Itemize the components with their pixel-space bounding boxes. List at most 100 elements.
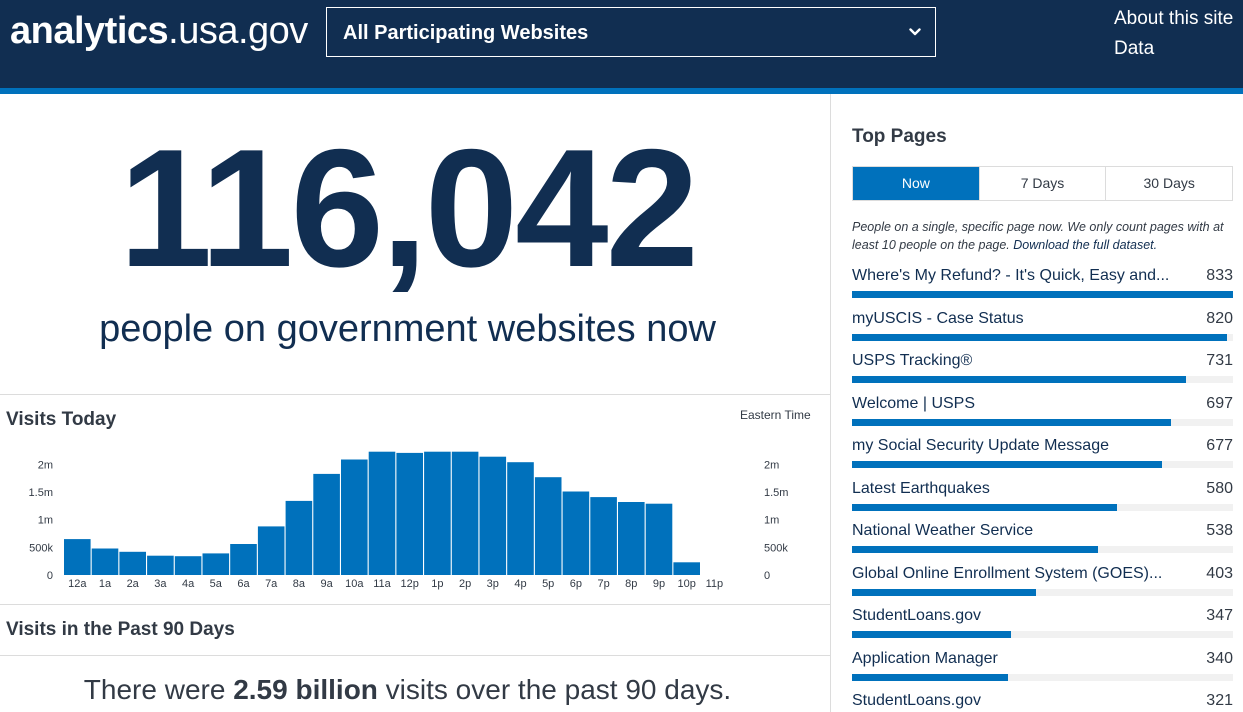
y-tick-label-right: 500k [764, 542, 788, 554]
y-tick-label-left: 1m [38, 515, 53, 527]
past-90-prefix: There were [83, 674, 234, 705]
site-logo[interactable]: analytics.usa.gov [10, 8, 308, 54]
top-page-row: myUSCIS - Case Status 820 [852, 308, 1233, 348]
top-page-bar-fill [852, 673, 1008, 681]
chart-bar [396, 452, 423, 575]
top-page-link[interactable]: Where's My Refund? - It's Quick, Easy an… [852, 267, 1170, 284]
top-page-bar-track [852, 376, 1233, 383]
realtime-caption: people on government websites now [99, 308, 716, 350]
section-divider [0, 655, 830, 656]
top-page-link[interactable]: StudentLoans.gov [852, 692, 981, 709]
chart-bar [119, 551, 146, 575]
top-pages-title: Top Pages [852, 126, 947, 147]
chevron-down-icon [909, 28, 921, 36]
top-pages-description: People on a single, specific page now. W… [852, 218, 1237, 254]
top-page-row: National Weather Service 538 [852, 520, 1233, 560]
top-page-bar-track [852, 461, 1233, 468]
x-tick-label: 10a [345, 578, 364, 590]
top-page-link[interactable]: StudentLoans.gov [852, 607, 981, 624]
top-page-bar-fill [852, 631, 1011, 638]
top-page-link[interactable]: USPS Tracking® [852, 352, 973, 369]
top-page-bar-fill [852, 546, 1098, 553]
chart-bar [91, 548, 119, 575]
timezone-label: Eastern Time [740, 408, 811, 422]
top-page-link[interactable]: myUSCIS - Case Status [852, 309, 1024, 327]
top-page-link[interactable]: Welcome | USPS [852, 394, 976, 412]
chart-bar [673, 562, 700, 575]
top-page-bar-track [852, 333, 1233, 341]
top-page-bar-fill [852, 418, 1171, 426]
y-tick-label-right: 1m [764, 515, 779, 527]
chart-bar [562, 491, 590, 575]
agency-select-dropdown[interactable]: All Participating Websites [326, 7, 936, 57]
chart-bar [147, 555, 174, 575]
chart-bar [257, 526, 285, 575]
past-90-suffix: visits over the past 90 days. [377, 674, 732, 705]
y-tick-label-right: 0 [764, 570, 770, 582]
top-page-bar-track [852, 673, 1233, 681]
chart-bar [202, 553, 230, 575]
top-page-row: Welcome | USPS 697 [852, 393, 1233, 433]
top-page-count: 321 [1206, 692, 1233, 709]
top-page-bar-fill [852, 291, 1233, 298]
chart-bar [64, 539, 91, 575]
top-page-link[interactable]: Application Manager [852, 649, 998, 667]
past-90-value: 2.59 billion [233, 674, 378, 705]
chart-bar [313, 473, 340, 575]
y-tick-label-left: 0 [47, 570, 53, 582]
top-page-row: USPS Tracking® 731 [852, 350, 1233, 390]
tab-30-days[interactable]: 30 Days [1143, 175, 1195, 191]
x-tick-label: 10p [678, 578, 696, 590]
download-dataset-link[interactable]: Download the full dataset. [1013, 238, 1158, 252]
top-page-row: StudentLoans.gov 347 [852, 605, 1233, 645]
x-tick-label: 1p [431, 578, 443, 590]
x-tick-label: 12a [68, 578, 87, 590]
top-page-bar-fill [852, 461, 1162, 468]
y-tick-label-left: 2m [38, 459, 53, 471]
chart-bar [534, 477, 562, 575]
tab-now[interactable]: Now [853, 167, 980, 200]
realtime-visitor-count: 116,042 [118, 114, 699, 302]
visits-today-chart: 0 0 500k 500k 1m 1m 1.5m 1.5m 2m 2m 12a 1a 2a 3a 4a 5a 6… [29, 451, 788, 590]
chart-bar [590, 497, 617, 575]
x-tick-label: 2p [459, 578, 471, 590]
top-page-count: 731 [1206, 352, 1233, 369]
top-page-row: Global Online Enrollment System (GOES)..… [852, 563, 1233, 603]
top-page-link[interactable]: my Social Security Update Message [852, 437, 1109, 454]
top-page-bar-fill [852, 588, 1036, 596]
nav-about-link[interactable]: About this site [1114, 8, 1234, 29]
chart-bar [645, 503, 673, 575]
x-tick-label: 3p [487, 578, 499, 590]
top-page-bar-track [852, 291, 1233, 298]
top-page-link[interactable]: Latest Earthquakes [852, 479, 990, 497]
x-tick-label: 12p [401, 578, 419, 590]
x-tick-label: 8p [625, 578, 637, 590]
x-tick-label: 4a [182, 578, 195, 590]
x-tick-label: 2a [127, 578, 140, 590]
x-tick-label: 4p [514, 578, 526, 590]
x-tick-label: 3a [154, 578, 167, 590]
site-header: analytics.usa.gov All Participating Webs… [0, 0, 1243, 88]
top-page-link[interactable]: National Weather Service [852, 522, 1034, 539]
x-tick-label: 11p [706, 578, 724, 590]
header-accent-stripe [0, 88, 1243, 94]
top-page-bar-fill [852, 376, 1186, 383]
x-tick-label: 7a [265, 578, 278, 590]
tab-7-days[interactable]: 7 Days [980, 167, 1107, 200]
y-tick-label-left: 1.5m [29, 487, 53, 499]
y-tick-label-right: 2m [764, 459, 779, 471]
top-page-bar-track [852, 546, 1233, 553]
chart-bar [285, 500, 313, 575]
x-tick-label: 9a [320, 578, 333, 590]
x-tick-label: 6p [570, 578, 582, 590]
x-tick-label: 8a [293, 578, 306, 590]
top-page-bar-track [852, 418, 1233, 426]
nav-data-link[interactable]: Data [1114, 38, 1155, 59]
description-text: People on a single, specific page now. W… [852, 220, 1224, 252]
top-pages-tabs: Now 7 Days 30 Days [852, 166, 1233, 201]
y-tick-label-right: 1.5m [764, 487, 788, 499]
chart-bar [341, 459, 368, 575]
top-page-link[interactable]: Global Online Enrollment System (GOES)..… [852, 564, 1163, 582]
top-page-count: 538 [1206, 522, 1233, 539]
x-tick-label: 11a [373, 578, 391, 590]
